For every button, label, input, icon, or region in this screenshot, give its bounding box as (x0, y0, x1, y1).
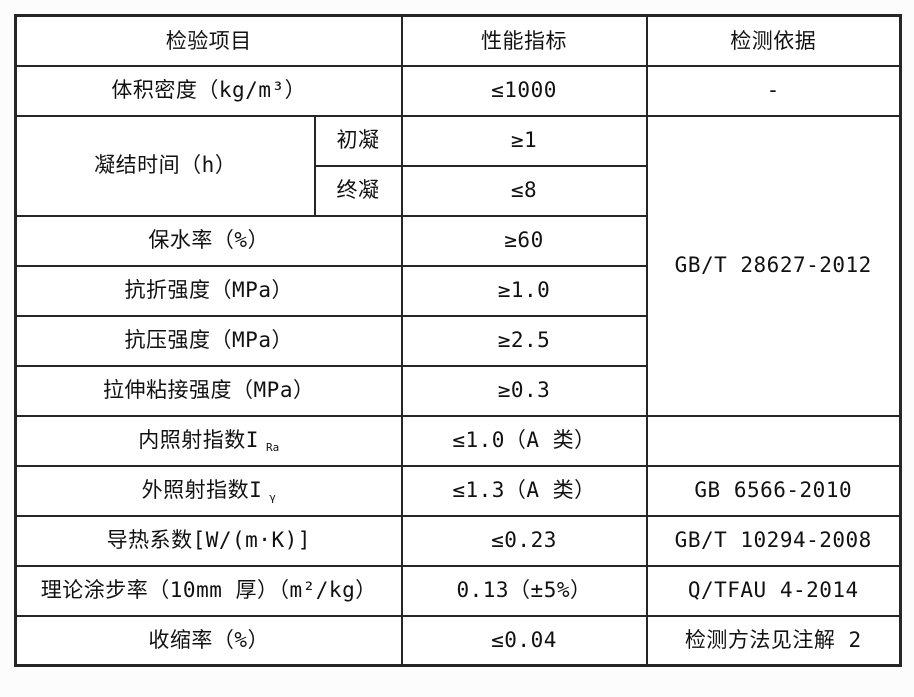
item-cell-setting-time: 凝结时间（h） (14, 114, 316, 217)
basis-cell: - (645, 64, 902, 117)
indicator-cell: ≤8 (400, 164, 648, 217)
indicator-cell: ≥60 (400, 214, 648, 267)
table-row-tensile-bond-strength: 拉伸粘接强度（MPa） ≥0.3 (14, 364, 901, 417)
item-cell: 内照射指数I Ra (14, 414, 403, 467)
basis-cell: Q/TFAU 4-2014 (645, 564, 902, 617)
header-row: 检验项目 性能指标 检测依据 (14, 14, 902, 67)
table-row-setting-time-final: 终凝 ≤8 (16, 164, 901, 217)
item-subscript: γ (269, 491, 276, 505)
table-row-internal-radiation-index: 内照射指数I Ra ≤1.0（A 类） (14, 414, 902, 467)
indicator-cell: ≥1 (400, 114, 648, 167)
indicator-cell: ≤1.0（A 类） (400, 414, 648, 467)
table-row-external-radiation-index: 外照射指数I γ ≤1.3（A 类） GB 6566-2010 (14, 464, 902, 517)
indicator-cell: ≥2.5 (400, 314, 648, 367)
item-cell: 体积密度（kg/m³） (14, 64, 403, 117)
indicator-cell: ≤1000 (400, 64, 648, 117)
indicator-cell: ≥0.3 (400, 364, 648, 417)
basis-cell: GB 6566-2010 (645, 464, 902, 517)
item-cell: 收缩率（%） (14, 614, 403, 667)
item-cell: 理论涂步率（10mm 厚）（m²/kg） (14, 564, 403, 617)
header-cell-basis: 检测依据 (645, 14, 902, 67)
table-row-thermal-conductivity: 导热系数[W/(m·K)] ≤0.23 GB/T 10294-2008 (14, 514, 902, 567)
indicator-cell: ≤0.04 (400, 614, 648, 667)
indicator-cell: 0.13（±5%） (400, 564, 648, 617)
table-row-setting-time-initial: 凝结时间（h） 初凝 ≥1 GB/T 28627-2012 (14, 114, 902, 417)
item-label: 内照射指数I (138, 428, 259, 453)
spec-table-page: 检验项目 性能指标 检测依据 体积密度（kg/m³） ≤1000 - 凝结时间（… (14, 14, 902, 667)
item-cell: 外照射指数I γ (14, 464, 403, 517)
table-row-compressive-strength: 抗压强度（MPa） ≥2.5 (14, 314, 901, 367)
item-cell: 导热系数[W/(m·K)] (14, 514, 403, 567)
header-cell-indicator: 性能指标 (400, 14, 648, 67)
item-cell: 抗压强度（MPa） (14, 314, 403, 367)
basis-cell-empty (645, 414, 902, 467)
table-row-water-retention: 保水率（%） ≥60 (14, 214, 901, 267)
item-label: 外照射指数I (141, 478, 263, 503)
header-cell-item: 检验项目 (14, 14, 403, 67)
sub-item-cell: 终凝 (313, 164, 403, 217)
indicator-cell: ≤1.3（A 类） (400, 464, 648, 517)
item-cell: 抗折强度（MPa） (14, 264, 403, 317)
sub-item-cell: 初凝 (313, 114, 403, 167)
table-row-bulk-density: 体积密度（kg/m³） ≤1000 - (14, 64, 902, 117)
basis-cell: 检测方法见注解 2 (645, 614, 902, 667)
spec-table: 检验项目 性能指标 检测依据 体积密度（kg/m³） ≤1000 - 凝结时间（… (14, 14, 902, 667)
basis-cell: GB/T 10294-2008 (645, 514, 902, 567)
table-row-flexural-strength: 抗折强度（MPa） ≥1.0 (14, 264, 901, 317)
indicator-cell: ≤0.23 (400, 514, 648, 567)
item-cell: 保水率（%） (14, 214, 403, 267)
item-cell: 拉伸粘接强度（MPa） (14, 364, 403, 417)
indicator-cell: ≥1.0 (400, 264, 648, 317)
table-row-shrinkage-rate: 收缩率（%） ≤0.04 检测方法见注解 2 (14, 614, 902, 667)
basis-cell-merged: GB/T 28627-2012 (645, 114, 902, 417)
item-subscript: Ra (265, 441, 280, 455)
table-row-coverage-rate: 理论涂步率（10mm 厚）（m²/kg） 0.13（±5%） Q/TFAU 4-… (14, 564, 902, 617)
